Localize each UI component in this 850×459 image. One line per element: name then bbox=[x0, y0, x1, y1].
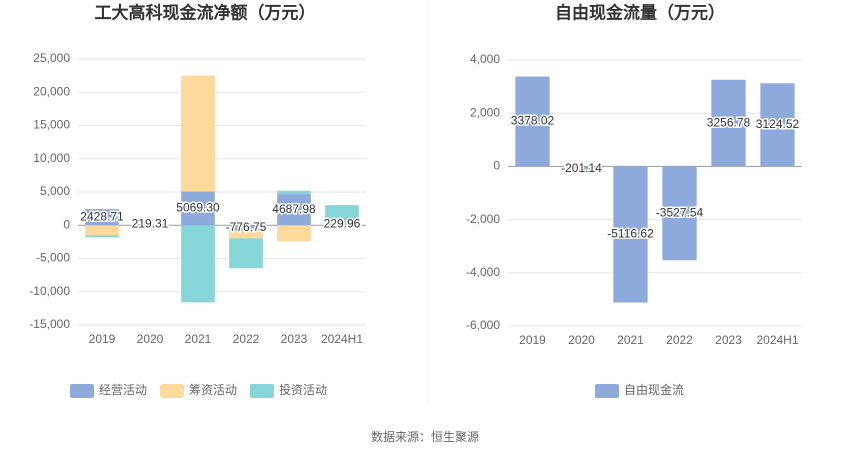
y-tick-label: 4,000 bbox=[470, 52, 500, 66]
bar bbox=[133, 223, 167, 226]
bar bbox=[85, 225, 119, 236]
y-tick-label: 5,000 bbox=[40, 184, 70, 198]
y-tick-label: -15,000 bbox=[29, 317, 70, 331]
y-tick-label: -2,000 bbox=[466, 212, 500, 226]
chart-title: 自由现金流量（万元） bbox=[555, 2, 725, 22]
value-label: 5069.30 bbox=[176, 201, 220, 215]
legend-swatch bbox=[160, 384, 184, 398]
legend-label: 筹资活动 bbox=[189, 383, 237, 397]
y-tick-label: -4,000 bbox=[466, 265, 500, 279]
value-label: 3256.78 bbox=[707, 115, 751, 129]
y-tick-label: 20,000 bbox=[33, 84, 70, 98]
legend-swatch bbox=[250, 384, 274, 398]
bar bbox=[181, 225, 215, 303]
value-label: -776.75 bbox=[226, 220, 267, 234]
y-tick-label: -10,000 bbox=[29, 284, 70, 298]
bar bbox=[229, 238, 263, 269]
x-tick-label: 2023 bbox=[281, 332, 308, 346]
bar bbox=[181, 75, 215, 192]
bar bbox=[85, 235, 119, 238]
bar bbox=[515, 76, 550, 167]
value-label: -3527.54 bbox=[656, 205, 704, 219]
legend-label: 投资活动 bbox=[279, 382, 327, 397]
bar bbox=[325, 223, 359, 226]
chart-title: 工大高科现金流净额（万元） bbox=[95, 2, 316, 22]
x-tick-label: 2020 bbox=[568, 333, 595, 347]
bar bbox=[613, 166, 648, 303]
legend-swatch bbox=[595, 384, 619, 398]
bar bbox=[85, 209, 119, 226]
value-label: 2428.71 bbox=[80, 209, 124, 223]
value-label: 3378.02 bbox=[511, 114, 555, 128]
x-tick-label: 2021 bbox=[617, 333, 644, 347]
bar bbox=[662, 166, 697, 261]
x-tick-label: 2019 bbox=[519, 333, 546, 347]
y-tick-label: -5,000 bbox=[36, 251, 70, 265]
x-tick-label: 2023 bbox=[715, 333, 742, 347]
bar bbox=[229, 225, 263, 231]
y-tick-label: 0 bbox=[63, 217, 70, 231]
value-label: 3124.52 bbox=[756, 117, 800, 131]
legend-label: 经营活动 bbox=[99, 383, 147, 397]
bar bbox=[181, 191, 215, 226]
x-tick-label: 2019 bbox=[89, 332, 116, 346]
value-label: -201.14 bbox=[561, 161, 602, 175]
x-tick-label: 2020 bbox=[137, 332, 164, 346]
x-tick-label: 2021 bbox=[185, 332, 212, 346]
x-tick-label: 2022 bbox=[666, 333, 693, 347]
bar bbox=[277, 194, 311, 226]
bar bbox=[229, 230, 263, 239]
value-label: 219.31 bbox=[132, 217, 169, 231]
x-tick-label: 2022 bbox=[233, 332, 260, 346]
bar bbox=[564, 166, 599, 172]
bar bbox=[760, 83, 795, 167]
y-tick-label: 0 bbox=[493, 159, 500, 173]
value-label: 229.96 bbox=[324, 217, 361, 231]
bar bbox=[277, 190, 311, 195]
y-tick-label: 10,000 bbox=[33, 151, 70, 165]
x-tick-label: 2024H1 bbox=[756, 333, 798, 347]
y-tick-label: 15,000 bbox=[33, 118, 70, 132]
value-label: -5116.62 bbox=[607, 227, 654, 241]
bar bbox=[325, 205, 359, 224]
source: 数据来源：恒生聚源 bbox=[371, 429, 479, 444]
bar bbox=[711, 79, 746, 167]
value-label: 4687.98 bbox=[272, 202, 316, 216]
legend-swatch bbox=[70, 384, 94, 398]
y-tick-label: 25,000 bbox=[33, 51, 70, 65]
x-tick-label: 2024H1 bbox=[321, 332, 363, 346]
y-tick-label: 2,000 bbox=[470, 105, 500, 119]
legend-label: 自由现金流 bbox=[624, 382, 684, 397]
bar bbox=[277, 225, 311, 242]
y-tick-label: -6,000 bbox=[466, 318, 500, 332]
